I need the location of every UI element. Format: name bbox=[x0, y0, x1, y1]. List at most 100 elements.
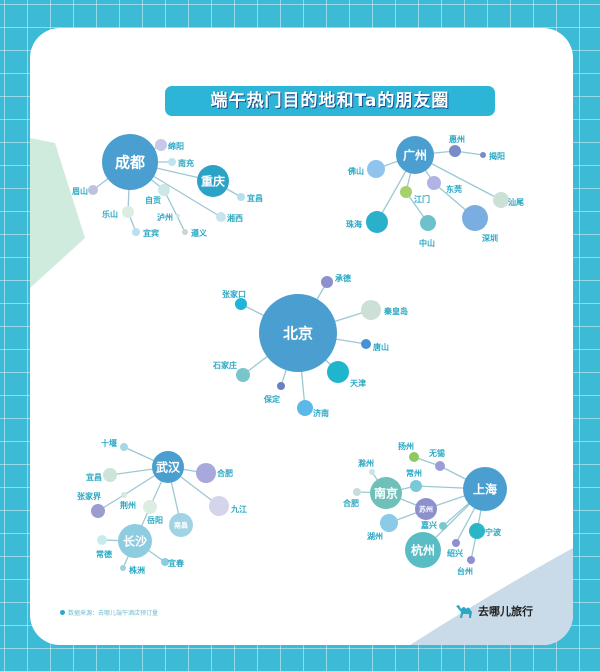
node-circle bbox=[327, 361, 349, 383]
node-label: 宜昌 bbox=[247, 193, 263, 203]
node-circle bbox=[353, 488, 361, 496]
node-label: 揭阳 bbox=[489, 151, 505, 161]
node-circle bbox=[367, 160, 385, 178]
node-label: 珠海 bbox=[346, 219, 362, 229]
node-circle bbox=[369, 469, 375, 475]
node-circle bbox=[97, 535, 107, 545]
node-label: 保定 bbox=[263, 394, 280, 404]
node-circle bbox=[435, 461, 445, 471]
node-circle bbox=[380, 514, 398, 532]
data-source-note: 数据来源：去哪儿端午酒店预订量 bbox=[60, 608, 158, 617]
card-decoration bbox=[30, 138, 573, 645]
node-label: 南充 bbox=[178, 158, 194, 168]
node-label: 无锡 bbox=[428, 448, 445, 458]
node-label: 秦皇岛 bbox=[383, 306, 408, 316]
page-title: 端午热门目的地和Ta的朋友圈 bbox=[165, 86, 495, 116]
node-circle bbox=[122, 206, 134, 218]
node-label: 常德 bbox=[96, 549, 112, 559]
hub-label: 广州 bbox=[403, 147, 427, 162]
node-label: 湖州 bbox=[367, 531, 383, 541]
node-circle bbox=[102, 134, 158, 190]
node-label: 济南 bbox=[313, 408, 329, 418]
node-label: 宜昌 bbox=[86, 472, 102, 482]
node-circle bbox=[143, 500, 157, 514]
node-circle bbox=[161, 558, 169, 566]
node-circle bbox=[216, 212, 226, 222]
bullet-icon bbox=[60, 610, 65, 615]
hub-label: 杭州 bbox=[411, 542, 435, 557]
node-label: 石家庄 bbox=[212, 360, 237, 370]
node-circle bbox=[176, 214, 180, 218]
node-label: 湘西 bbox=[227, 213, 243, 223]
node-circle bbox=[480, 152, 486, 158]
node-circle bbox=[169, 513, 193, 537]
node-label: 张家界 bbox=[77, 491, 102, 501]
node-circle bbox=[427, 176, 441, 190]
node-circle bbox=[91, 504, 105, 518]
hub-label: 北京 bbox=[283, 324, 313, 342]
node-circle bbox=[158, 184, 170, 196]
hub-label: 成都 bbox=[115, 153, 145, 171]
node-circle bbox=[197, 165, 229, 197]
node-circle bbox=[370, 477, 402, 509]
node-circle bbox=[237, 193, 245, 201]
node-circle bbox=[462, 205, 488, 231]
node-label: 泸州 bbox=[157, 212, 173, 222]
edge bbox=[163, 189, 186, 233]
node-circle bbox=[439, 522, 447, 530]
node-label: 汕尾 bbox=[508, 197, 524, 207]
node-label: 深圳 bbox=[482, 233, 498, 243]
node-label: 十堰 bbox=[101, 438, 117, 448]
node-label: 宜宾 bbox=[143, 228, 159, 238]
node-label: 九江 bbox=[230, 504, 247, 514]
node-label: 宁波 bbox=[485, 527, 502, 537]
node-circle bbox=[415, 498, 437, 520]
node-circle bbox=[182, 229, 188, 235]
node-label: 佛山 bbox=[347, 166, 364, 176]
node-label: 嘉兴 bbox=[420, 520, 437, 530]
hub-label: 武汉 bbox=[156, 459, 181, 474]
hub-label: 长沙 bbox=[123, 533, 147, 548]
logo-text: 去哪儿旅行 bbox=[478, 605, 533, 618]
node-circle bbox=[132, 228, 140, 236]
node-label: 合肥 bbox=[216, 468, 233, 478]
node-circle bbox=[321, 276, 333, 288]
hub-label: 南京 bbox=[374, 485, 398, 500]
node-label: 株洲 bbox=[129, 565, 145, 575]
node-label: 东莞 bbox=[446, 184, 462, 194]
node-label: 台州 bbox=[457, 566, 473, 576]
node-circle bbox=[235, 298, 247, 310]
qunar-logo: 去哪儿旅行 bbox=[455, 603, 533, 619]
node-label: 荆州 bbox=[120, 500, 136, 510]
node-circle bbox=[469, 523, 485, 539]
node-circle bbox=[88, 185, 98, 195]
node-label: 遵义 bbox=[191, 228, 208, 238]
node-circle bbox=[361, 339, 371, 349]
node-circle bbox=[463, 467, 507, 511]
node-label: 惠州 bbox=[449, 134, 465, 144]
node-circle bbox=[493, 192, 509, 208]
node-circle bbox=[449, 145, 461, 157]
hub-label: 重庆 bbox=[201, 173, 225, 188]
node-label: 自贡 bbox=[145, 195, 161, 205]
node-circle bbox=[155, 139, 167, 151]
node-label: 唐山 bbox=[373, 342, 389, 352]
node-circle bbox=[409, 452, 419, 462]
node-label: 乐山 bbox=[102, 209, 118, 219]
node-circle bbox=[118, 524, 152, 558]
node-circle bbox=[405, 532, 441, 568]
node-label: 眉山 bbox=[72, 186, 88, 196]
node-circle bbox=[236, 368, 250, 382]
node-circle bbox=[121, 492, 127, 498]
node-circle bbox=[152, 451, 184, 483]
node-circle bbox=[209, 496, 229, 516]
node-circle bbox=[400, 186, 412, 198]
node-circle bbox=[196, 463, 216, 483]
hub-label: 苏州 bbox=[419, 505, 433, 514]
